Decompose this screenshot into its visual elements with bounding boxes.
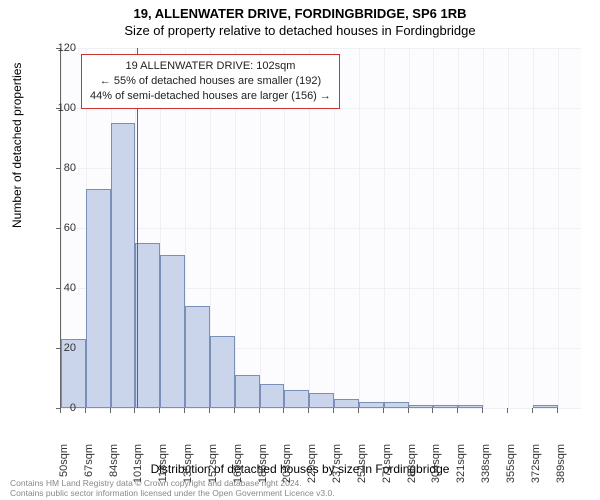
y-tick-label: 20 (46, 342, 76, 354)
annotation-box: 19 ALLENWATER DRIVE: 102sqm ← 55% of det… (81, 54, 340, 109)
chart-title-sub: Size of property relative to detached ho… (0, 21, 600, 38)
x-tick-label: 169sqm (232, 444, 244, 494)
x-tick-mark (408, 408, 409, 413)
chart-container: 19, ALLENWATER DRIVE, FORDINGBRIDGE, SP6… (0, 0, 600, 500)
x-tick-mark (457, 408, 458, 413)
grid-line-h (61, 48, 581, 49)
grid-line-v (409, 48, 410, 408)
grid-line-v (483, 48, 484, 408)
grid-line-v (433, 48, 434, 408)
histogram-bar (185, 306, 210, 408)
x-tick-label: 254sqm (356, 444, 368, 494)
chart-title-main: 19, ALLENWATER DRIVE, FORDINGBRIDGE, SP6… (0, 0, 600, 21)
x-tick-label: 304sqm (430, 444, 442, 494)
histogram-bar (384, 402, 409, 408)
x-tick-mark (432, 408, 433, 413)
x-tick-mark (134, 408, 135, 413)
histogram-bar (433, 405, 458, 408)
x-tick-mark (358, 408, 359, 413)
x-tick-mark (184, 408, 185, 413)
x-tick-label: 288sqm (406, 444, 418, 494)
y-tick-label: 80 (46, 162, 76, 174)
x-tick-label: 135sqm (182, 444, 194, 494)
histogram-bar (160, 255, 185, 408)
x-tick-mark (507, 408, 508, 413)
y-tick-label: 120 (46, 42, 76, 54)
x-tick-label: 67sqm (83, 444, 95, 494)
x-tick-mark (209, 408, 210, 413)
x-tick-mark (308, 408, 309, 413)
grid-line-h (61, 168, 581, 169)
x-tick-label: 84sqm (108, 444, 120, 494)
histogram-bar (334, 399, 359, 408)
grid-line-h (61, 408, 581, 409)
grid-line-v (558, 48, 559, 408)
x-tick-label: 203sqm (281, 444, 293, 494)
x-tick-mark (482, 408, 483, 413)
annotation-line-1: 19 ALLENWATER DRIVE: 102sqm (90, 59, 331, 74)
x-tick-label: 271sqm (381, 444, 393, 494)
x-tick-label: 101sqm (132, 444, 144, 494)
x-tick-mark (383, 408, 384, 413)
x-tick-label: 372sqm (530, 444, 542, 494)
x-tick-mark (234, 408, 235, 413)
x-tick-label: 50sqm (58, 444, 70, 494)
x-tick-mark (60, 408, 61, 413)
x-tick-mark (283, 408, 284, 413)
x-tick-mark (110, 408, 111, 413)
x-tick-mark (333, 408, 334, 413)
x-tick-label: 220sqm (306, 444, 318, 494)
histogram-bar (409, 405, 434, 408)
annotation-line-3: 44% of semi-detached houses are larger (… (90, 89, 331, 104)
x-tick-label: 152sqm (207, 444, 219, 494)
histogram-bar (458, 405, 483, 408)
y-axis-label: Number of detached properties (10, 63, 24, 228)
histogram-bar (111, 123, 136, 408)
histogram-bar (284, 390, 309, 408)
histogram-bar (309, 393, 334, 408)
grid-line-v (359, 48, 360, 408)
histogram-bar (135, 243, 160, 408)
grid-line-v (458, 48, 459, 408)
x-tick-label: 321sqm (455, 444, 467, 494)
plot-area: 19 ALLENWATER DRIVE: 102sqm ← 55% of det… (60, 48, 581, 409)
histogram-bar (210, 336, 235, 408)
x-tick-label: 338sqm (480, 444, 492, 494)
y-tick-label: 100 (46, 102, 76, 114)
histogram-bar (359, 402, 384, 408)
grid-line-v (533, 48, 534, 408)
x-tick-mark (557, 408, 558, 413)
y-tick-label: 40 (46, 282, 76, 294)
y-tick-label: 60 (46, 222, 76, 234)
histogram-bar (235, 375, 260, 408)
histogram-bar (86, 189, 111, 408)
grid-line-v (508, 48, 509, 408)
grid-line-v (384, 48, 385, 408)
annotation-line-2: ← 55% of detached houses are smaller (19… (90, 74, 331, 89)
x-tick-label: 355sqm (505, 444, 517, 494)
x-tick-label: 186sqm (257, 444, 269, 494)
histogram-bar (260, 384, 285, 408)
histogram-bar (533, 405, 558, 408)
x-tick-mark (532, 408, 533, 413)
x-tick-mark (159, 408, 160, 413)
x-tick-mark (259, 408, 260, 413)
x-tick-mark (85, 408, 86, 413)
x-tick-label: 389sqm (555, 444, 567, 494)
x-tick-label: 237sqm (331, 444, 343, 494)
y-tick-label: 0 (46, 402, 76, 414)
grid-line-h (61, 228, 581, 229)
x-tick-label: 118sqm (157, 444, 169, 494)
